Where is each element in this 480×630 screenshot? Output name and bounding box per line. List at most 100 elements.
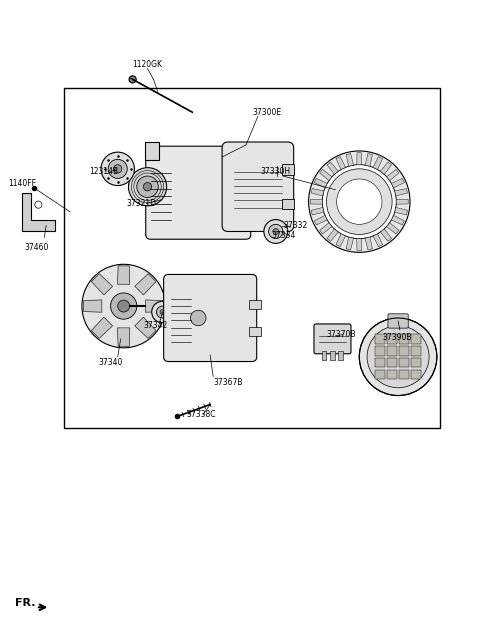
Bar (338, 351, 343, 360)
FancyBboxPatch shape (388, 314, 408, 328)
Circle shape (129, 168, 167, 206)
Circle shape (101, 152, 134, 186)
Polygon shape (118, 266, 130, 284)
Text: 37342: 37342 (144, 321, 168, 329)
Polygon shape (22, 193, 55, 231)
Text: 37332: 37332 (283, 221, 307, 230)
Polygon shape (395, 188, 408, 196)
Text: 37300E: 37300E (252, 108, 281, 117)
Polygon shape (327, 162, 338, 175)
Polygon shape (336, 157, 346, 169)
Circle shape (309, 151, 410, 253)
Polygon shape (91, 273, 113, 295)
Circle shape (326, 169, 392, 234)
Polygon shape (320, 169, 332, 181)
Bar (411, 358, 421, 367)
Circle shape (160, 309, 165, 314)
Bar (330, 351, 335, 360)
Bar (322, 351, 326, 360)
Polygon shape (373, 234, 383, 247)
Bar (282, 164, 294, 175)
Polygon shape (314, 215, 327, 225)
Circle shape (156, 306, 168, 318)
Circle shape (269, 224, 283, 239)
Text: 37370B: 37370B (326, 330, 356, 339)
Text: 37460: 37460 (24, 243, 48, 252)
Polygon shape (357, 153, 362, 165)
Polygon shape (392, 178, 404, 188)
Bar (375, 334, 385, 343)
Polygon shape (145, 300, 164, 312)
Circle shape (137, 176, 158, 197)
Polygon shape (357, 239, 362, 251)
Circle shape (367, 326, 429, 388)
Circle shape (82, 265, 166, 348)
FancyBboxPatch shape (314, 324, 351, 354)
Polygon shape (380, 162, 392, 175)
Circle shape (191, 310, 206, 326)
Bar (375, 358, 385, 367)
Bar (387, 370, 397, 379)
Text: 1120GK: 1120GK (132, 60, 163, 69)
Text: 37321D: 37321D (127, 199, 156, 208)
Polygon shape (365, 154, 372, 166)
Bar (387, 346, 397, 355)
Circle shape (129, 76, 136, 83)
Polygon shape (311, 207, 324, 215)
Bar (249, 300, 261, 309)
Polygon shape (386, 223, 399, 234)
FancyBboxPatch shape (222, 142, 294, 231)
Polygon shape (327, 229, 338, 241)
Text: 37390B: 37390B (382, 333, 411, 341)
Polygon shape (380, 229, 392, 241)
Circle shape (360, 318, 437, 396)
Text: 37334: 37334 (271, 231, 295, 240)
Circle shape (108, 159, 127, 178)
Polygon shape (392, 215, 404, 225)
Polygon shape (320, 223, 332, 234)
Bar (249, 327, 261, 336)
Circle shape (336, 179, 382, 224)
Polygon shape (373, 157, 383, 169)
Polygon shape (346, 237, 353, 250)
Bar (399, 358, 409, 367)
Bar (144, 142, 159, 160)
Circle shape (118, 300, 130, 312)
Polygon shape (314, 178, 327, 188)
Bar (411, 346, 421, 355)
Circle shape (114, 164, 122, 173)
Text: 12314B: 12314B (90, 168, 119, 176)
Circle shape (264, 220, 288, 243)
Bar (411, 334, 421, 343)
Circle shape (144, 183, 152, 191)
Polygon shape (311, 188, 324, 196)
Polygon shape (135, 273, 156, 295)
Circle shape (152, 301, 173, 323)
Circle shape (273, 229, 279, 234)
Text: 37338C: 37338C (186, 410, 216, 419)
Text: 37367B: 37367B (213, 378, 243, 387)
FancyBboxPatch shape (146, 146, 251, 239)
Bar (399, 346, 409, 355)
FancyBboxPatch shape (164, 275, 257, 362)
Circle shape (35, 201, 42, 209)
Polygon shape (395, 207, 408, 215)
Polygon shape (91, 317, 113, 338)
Bar (411, 370, 421, 379)
Polygon shape (84, 300, 102, 312)
Polygon shape (135, 317, 156, 338)
Text: FR.: FR. (14, 598, 35, 608)
Bar (375, 370, 385, 379)
Polygon shape (311, 199, 323, 204)
Bar (387, 334, 397, 343)
Polygon shape (396, 199, 408, 204)
Text: 37340: 37340 (98, 358, 122, 367)
Bar (375, 346, 385, 355)
Polygon shape (365, 237, 372, 250)
Bar (387, 358, 397, 367)
Circle shape (110, 293, 137, 319)
Bar (399, 334, 409, 343)
Polygon shape (386, 169, 399, 181)
Circle shape (323, 164, 396, 239)
Polygon shape (346, 154, 353, 166)
